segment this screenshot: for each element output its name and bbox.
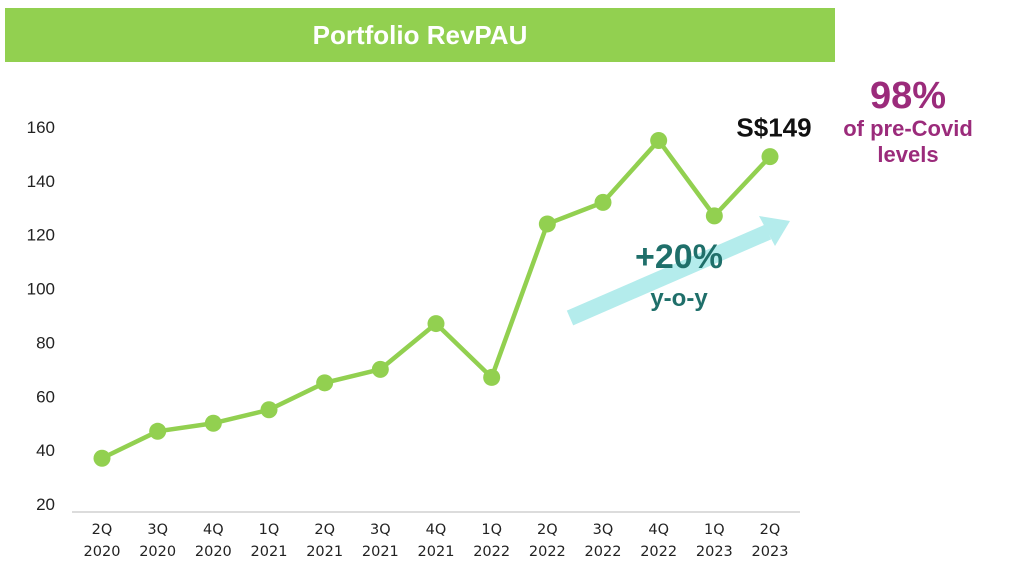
data-point bbox=[149, 422, 167, 440]
x-tick-label: 4Q 2020 bbox=[195, 522, 232, 560]
y-tick-label: 20 bbox=[36, 495, 55, 514]
x-tick-label: 1Q 2022 bbox=[473, 522, 510, 560]
growth-arrow-head bbox=[759, 216, 790, 246]
x-tick-label: 1Q 2021 bbox=[251, 522, 288, 560]
x-tick-label: 3Q 2021 bbox=[362, 522, 399, 560]
data-point bbox=[371, 360, 389, 378]
x-tick-label: 1Q 2023 bbox=[696, 522, 733, 560]
data-point bbox=[204, 414, 222, 432]
y-tick-label: 140 bbox=[27, 172, 55, 191]
x-tick-label: 2Q 2021 bbox=[306, 522, 343, 560]
x-tick-label: 2Q 2023 bbox=[752, 522, 789, 560]
y-tick-label: 60 bbox=[36, 387, 55, 406]
data-point bbox=[650, 131, 668, 149]
x-axis: 2Q 2020 3Q 2020 4Q 2020 1Q 2021 2Q 2021 3Q 2021 4Q 20… bbox=[84, 522, 789, 560]
title-banner: Portfolio RevPAU bbox=[5, 8, 835, 62]
growth-arrow bbox=[566, 216, 790, 326]
precovid-callout: 98% of pre-Covid levels bbox=[818, 76, 998, 168]
x-tick-label: 4Q 2022 bbox=[640, 522, 677, 560]
data-point bbox=[93, 449, 111, 467]
x-tick-label: 2Q 2022 bbox=[529, 522, 566, 560]
data-point bbox=[483, 368, 501, 386]
data-point bbox=[594, 193, 612, 211]
data-point bbox=[761, 148, 779, 166]
precovid-percent: 98% bbox=[869, 75, 947, 117]
y-tick-label: 160 bbox=[27, 118, 55, 137]
growth-arrow-shaft bbox=[566, 224, 772, 326]
precovid-line1: of pre-Covid bbox=[843, 116, 973, 141]
x-tick-label: 3Q 2020 bbox=[139, 522, 176, 560]
y-tick-label: 80 bbox=[36, 333, 55, 352]
data-point bbox=[538, 215, 556, 233]
y-axis: 20 40 60 80 100 120 140 160 bbox=[27, 118, 55, 514]
growth-label: +20% bbox=[635, 238, 723, 276]
y-tick-label: 120 bbox=[27, 226, 55, 245]
precovid-line2: levels bbox=[877, 142, 939, 167]
x-tick-label: 2Q 2020 bbox=[84, 522, 121, 560]
chart-title: Portfolio RevPAU bbox=[312, 19, 528, 50]
x-tick-label: 4Q 2021 bbox=[418, 522, 455, 560]
x-tick-label: 3Q 2022 bbox=[585, 522, 622, 560]
last-value-label: S$149 bbox=[736, 113, 811, 143]
y-tick-label: 40 bbox=[36, 441, 55, 460]
data-point bbox=[427, 315, 445, 333]
annotation-layer: S$149 +20% y-o-y bbox=[635, 113, 812, 312]
y-tick-label: 100 bbox=[27, 280, 55, 299]
data-point bbox=[260, 401, 278, 419]
growth-sub-label: y-o-y bbox=[650, 285, 708, 312]
data-point bbox=[705, 207, 723, 225]
series-layer bbox=[93, 131, 779, 467]
data-point bbox=[316, 374, 334, 392]
